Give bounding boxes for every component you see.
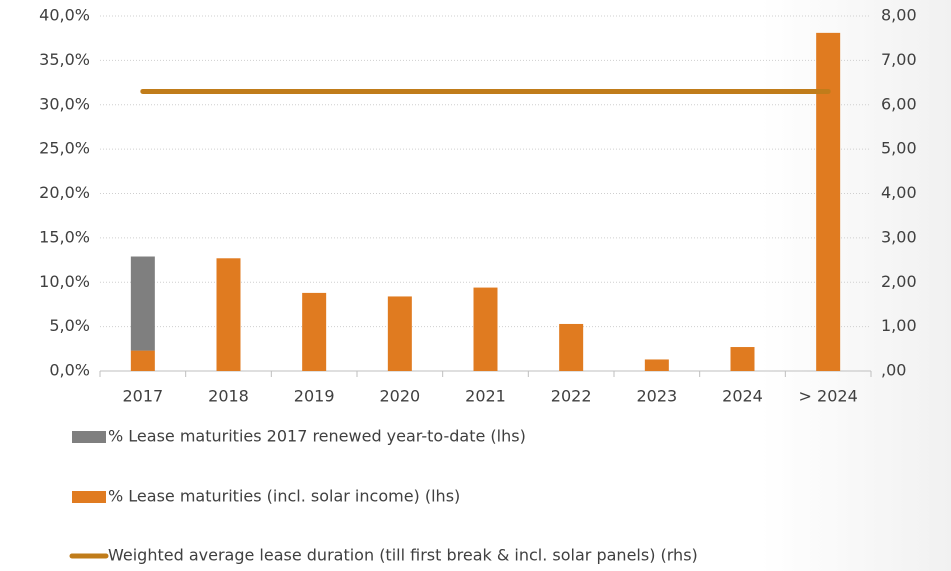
y2-tick-label: 8,00 bbox=[881, 6, 917, 25]
y-tick-label: 5,0% bbox=[49, 316, 90, 335]
y2-tick-label: 1,00 bbox=[881, 316, 917, 335]
x-tick-label: 2023 bbox=[636, 387, 677, 406]
bar bbox=[216, 258, 241, 371]
y-tick-label: 10,0% bbox=[39, 272, 90, 291]
y-tick-label: 15,0% bbox=[39, 227, 90, 246]
y-tick-label: 25,0% bbox=[39, 139, 90, 158]
y2-tick-label: 7,00 bbox=[881, 50, 917, 69]
bar bbox=[130, 350, 155, 371]
y-tick-label: 20,0% bbox=[39, 183, 90, 202]
x-tick-label: 2018 bbox=[208, 387, 249, 406]
x-tick-label: 2019 bbox=[294, 387, 335, 406]
x-tick-label: 2020 bbox=[379, 387, 420, 406]
y2-tick-label: 4,00 bbox=[881, 183, 917, 202]
legend-marker bbox=[72, 431, 106, 443]
y-tick-label: 40,0% bbox=[39, 6, 90, 25]
y-tick-label: 30,0% bbox=[39, 94, 90, 113]
y2-tick-label: 3,00 bbox=[881, 227, 917, 246]
y2-tick-label: 2,00 bbox=[881, 272, 917, 291]
y2-tick-label: ,00 bbox=[881, 361, 906, 380]
legend-label: % Lease maturities (incl. solar income) … bbox=[108, 487, 460, 506]
bar bbox=[644, 359, 669, 371]
x-tick-label: > 2024 bbox=[799, 387, 858, 406]
y-tick-label: 35,0% bbox=[39, 50, 90, 69]
bar bbox=[816, 32, 841, 372]
bar bbox=[473, 287, 498, 371]
x-tick-label: 2024 bbox=[722, 387, 763, 406]
y2-tick-label: 5,00 bbox=[881, 139, 917, 158]
y2-tick-label: 6,00 bbox=[881, 94, 917, 113]
bar bbox=[387, 296, 412, 371]
x-tick-label: 2021 bbox=[465, 387, 506, 406]
bar bbox=[302, 292, 327, 371]
bar bbox=[730, 347, 755, 371]
legend-marker bbox=[72, 491, 106, 503]
x-tick-label: 2022 bbox=[551, 387, 592, 406]
y-tick-label: 0,0% bbox=[49, 361, 90, 380]
legend-label: % Lease maturities 2017 renewed year-to-… bbox=[108, 427, 526, 446]
bar bbox=[130, 256, 155, 351]
x-tick-label: 2017 bbox=[122, 387, 163, 406]
bar bbox=[559, 323, 584, 371]
legend-label: Weighted average lease duration (till fi… bbox=[108, 546, 698, 565]
